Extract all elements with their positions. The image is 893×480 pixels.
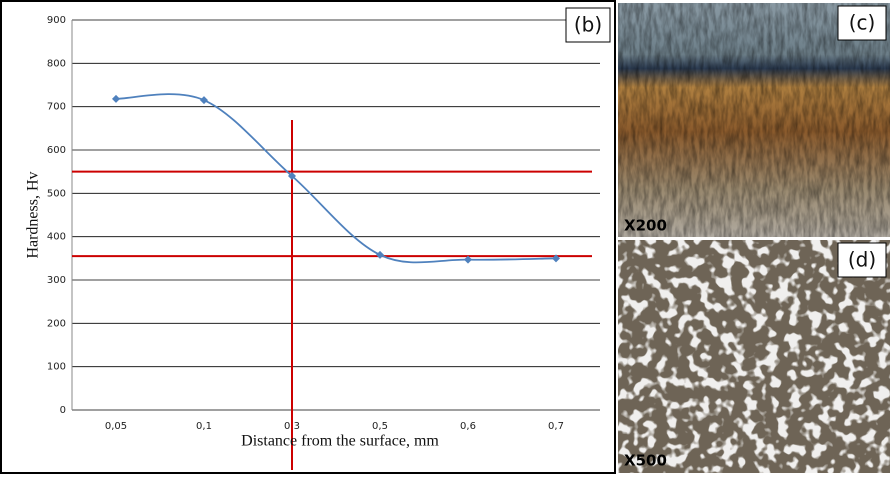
x-tick-label: 0,1	[196, 421, 212, 432]
y-tick-label: 800	[47, 58, 66, 69]
y-tick-label: 300	[47, 275, 66, 286]
y-tick-label: 700	[47, 102, 66, 113]
x-axis-title: Distance from the surface, mm	[241, 433, 439, 450]
x-tick-label: 0,7	[548, 421, 564, 432]
y-axis-title: Hardness, Hv	[25, 171, 42, 258]
panel-label: (c)	[849, 11, 876, 35]
y-tick-label: 100	[47, 362, 66, 373]
x-tick-label: 0,05	[105, 421, 127, 432]
panel-box	[837, 242, 887, 278]
x-tick-label: 0,5	[372, 421, 388, 432]
micrograph-texture	[618, 3, 890, 237]
series-line	[115, 93, 557, 264]
plot: 01002003004005006007008009000,050,10,30,…	[47, 15, 600, 470]
data-point	[552, 254, 560, 263]
panel-box	[565, 7, 611, 43]
micrograph-texture	[618, 240, 890, 473]
data-point	[200, 96, 208, 105]
y-tick-label: 0	[60, 405, 66, 416]
magnification: X200	[624, 217, 667, 235]
y-tick-label: 900	[47, 15, 66, 26]
magnification: X500	[624, 452, 667, 470]
y-tick-label: 600	[47, 145, 66, 156]
y-tick-label: 200	[47, 318, 66, 329]
data-point	[376, 250, 384, 259]
panel-box	[837, 5, 887, 41]
x-tick-label: 0,6	[460, 421, 476, 432]
y-tick-label: 400	[47, 232, 66, 243]
data-point	[112, 94, 120, 103]
panel-label: (b)	[574, 13, 602, 37]
panel-label: (d)	[848, 248, 876, 272]
y-tick-label: 500	[47, 188, 66, 199]
data-point	[464, 255, 472, 264]
data-point	[288, 172, 296, 180]
